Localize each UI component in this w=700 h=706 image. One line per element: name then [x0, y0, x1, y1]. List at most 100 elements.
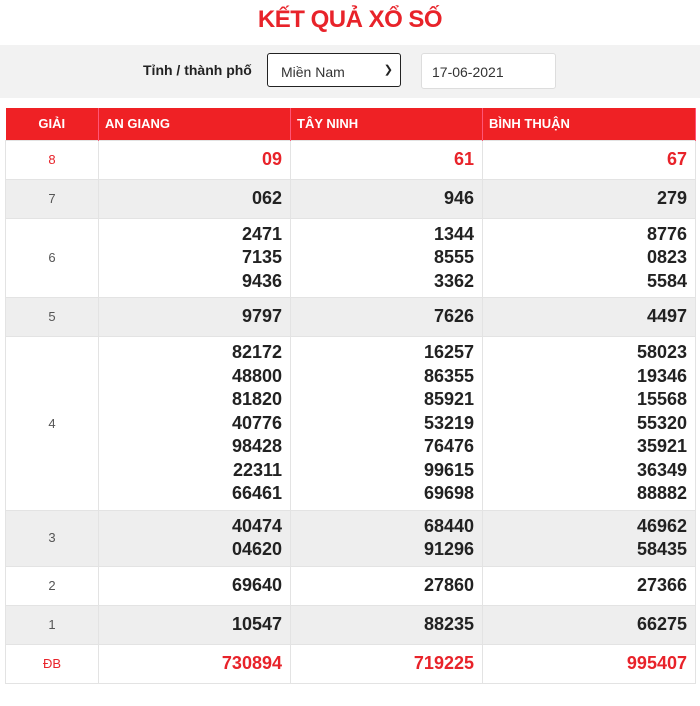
result-cell: 66275: [482, 604, 696, 645]
result-number: 2471: [241, 223, 282, 244]
result-cell: 1344 8555 3362: [290, 217, 483, 298]
result-cell: 61: [290, 139, 483, 180]
table-row: 7 062 946 279: [5, 178, 696, 219]
result-cell: 9797: [98, 297, 291, 337]
prize-label: 8: [5, 139, 99, 180]
prize-label: 7: [5, 178, 99, 219]
result-number: 7626: [433, 306, 474, 327]
result-number: 0823: [646, 247, 687, 267]
header-prize: GIẢI: [5, 108, 99, 140]
result-cell: 88235: [290, 604, 483, 645]
result-cell: 82172 48800 81820 40776 98428 22311 66461: [98, 336, 291, 511]
result-number: 1344: [433, 223, 474, 244]
result-number: 04620: [231, 539, 282, 559]
result-number: 61: [453, 148, 474, 169]
result-cell: 062: [98, 178, 291, 219]
table-row: 6 2471 7135 9436 1344 8555 3362 8776 0823 5584: [5, 217, 696, 298]
table-row: 5 9797 7626 4497: [5, 297, 696, 337]
result-cell: 27366: [482, 565, 696, 606]
result-number: 9436: [241, 270, 282, 291]
result-number: 9797: [241, 306, 282, 327]
table-row: 4 82172 48800 81820 40776 98428 22311 66461 1625…: [5, 336, 696, 511]
result-number: 55320: [636, 412, 687, 433]
result-number: 27860: [423, 574, 474, 595]
result-number: 7135: [241, 247, 282, 267]
header-province: TÂY NINH: [290, 108, 483, 140]
result-number: 27366: [636, 574, 687, 595]
chevron-down-icon: ❯: [383, 64, 393, 76]
result-number: 15568: [636, 389, 687, 409]
result-number: 730894: [221, 652, 282, 673]
prize-label: 1: [5, 604, 99, 645]
result-number: 16257: [423, 342, 474, 362]
result-cell: 946: [290, 178, 483, 219]
result-number: 35921: [636, 436, 687, 456]
result-cell: 10547: [98, 604, 291, 645]
result-number: 46962: [636, 515, 687, 536]
table-row: 1 10547 88235 66275: [5, 604, 696, 645]
prize-label: 4: [5, 336, 99, 511]
result-number: 8555: [433, 247, 474, 267]
result-number: 88882: [636, 483, 687, 503]
result-number: 22311: [232, 459, 282, 480]
table-row: 8 09 61 67: [5, 139, 696, 180]
result-number: 10547: [231, 613, 282, 634]
result-number: 66275: [636, 613, 687, 634]
result-cell: 8776 0823 5584: [482, 217, 696, 298]
region-select[interactable]: Miền Nam ❯: [267, 53, 401, 87]
result-number: 85921: [423, 389, 474, 409]
result-cell: 58023 19346 15568 55320 35921 36349 88882: [482, 336, 696, 511]
result-cell: 2471 7135 9436: [98, 217, 291, 298]
result-number: 719225: [413, 652, 474, 673]
province-label: Tỉnh / thành phố: [143, 62, 252, 78]
result-number: 88235: [423, 613, 474, 634]
result-number: 3362: [433, 270, 474, 291]
table-row: ĐB 730894 719225 995407: [5, 643, 696, 684]
result-number: 53219: [423, 412, 474, 433]
result-number: 8776: [646, 223, 687, 244]
result-cell: 16257 86355 85921 53219 76476 99615 69698: [290, 336, 483, 511]
result-number: 91296: [423, 539, 474, 559]
date-input[interactable]: 17-06-2021: [421, 53, 556, 89]
prize-label: 6: [5, 217, 99, 298]
header-province: AN GIANG: [98, 108, 291, 140]
result-number: 279: [656, 187, 687, 208]
prize-label: 2: [5, 565, 99, 606]
region-select-value: Miền Nam: [281, 64, 345, 80]
result-number: 062: [251, 187, 282, 208]
page-title: KẾT QUẢ XỔ SỐ: [257, 6, 443, 33]
result-number: 66461: [231, 483, 282, 503]
table-header: GIẢI AN GIANG TÂY NINH BÌNH THUẬN: [5, 108, 696, 140]
result-number: 86355: [423, 365, 474, 386]
header-province: BÌNH THUẬN: [482, 108, 696, 140]
result-cell: 09: [98, 139, 291, 180]
result-number: 19346: [636, 365, 687, 386]
result-cell: 279: [482, 178, 696, 219]
result-number: 4497: [646, 306, 687, 327]
result-cell: 46962 58435: [482, 509, 696, 567]
result-number: 69698: [423, 483, 474, 503]
result-cell: 67: [482, 139, 696, 180]
result-number: 69640: [231, 574, 282, 595]
table-row: 3 40474 04620 68440 91296 46962 58435: [5, 509, 696, 567]
result-cell: 27860: [290, 565, 483, 606]
result-cell: 69640: [98, 565, 291, 606]
result-cell: 719225: [290, 643, 483, 684]
result-number: 68440: [423, 515, 474, 536]
result-number: 36349: [636, 459, 687, 480]
prize-label: ĐB: [5, 643, 99, 684]
result-number: 40776: [231, 412, 282, 433]
prize-label: 3: [5, 509, 99, 567]
result-number: 58023: [636, 342, 687, 362]
table-row: 2 69640 27860 27366: [5, 565, 696, 606]
result-number: 09: [261, 148, 282, 169]
result-number: 76476: [423, 436, 474, 456]
result-number: 40474: [231, 515, 282, 536]
result-cell: 4497: [482, 297, 696, 337]
result-number: 82172: [231, 342, 282, 362]
result-number: 81820: [231, 389, 282, 409]
result-number: 5584: [646, 270, 687, 291]
result-number: 98428: [231, 436, 282, 456]
prize-label: 5: [5, 297, 99, 337]
result-number: 99615: [423, 459, 474, 480]
